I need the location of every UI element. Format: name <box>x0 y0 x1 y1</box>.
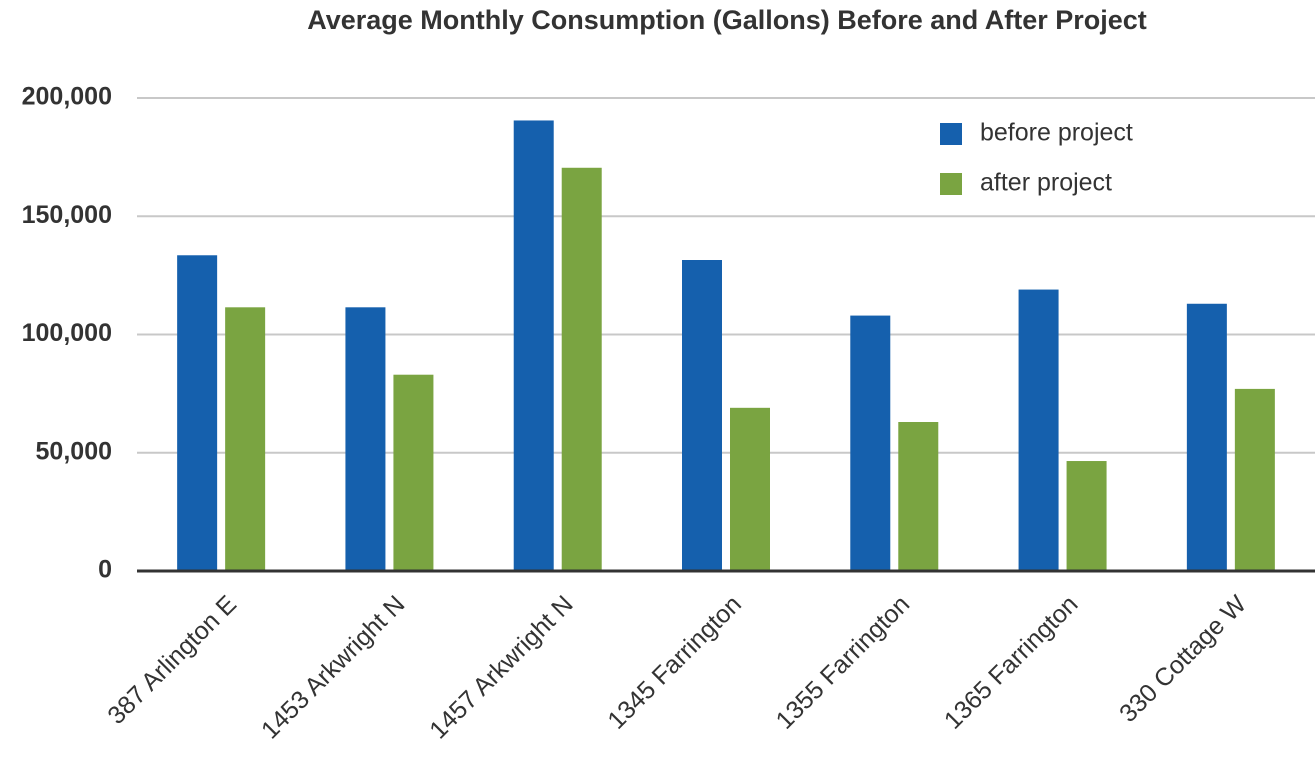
bar <box>1018 289 1059 571</box>
x-tick-label: 1355 Farrington <box>771 590 916 735</box>
legend-swatch <box>940 123 962 145</box>
bar <box>225 307 266 571</box>
bar <box>1066 461 1107 571</box>
bar <box>850 315 891 571</box>
bar <box>393 374 434 571</box>
x-tick-label: 387 Arlington E <box>102 590 242 730</box>
legend-label: before project <box>980 119 1133 147</box>
y-tick-label: 200,000 <box>22 83 112 111</box>
bar <box>730 407 770 571</box>
y-tick-label: 0 <box>98 556 112 584</box>
legend-swatch <box>940 173 962 195</box>
x-tick-label: 1457 Arkwright N <box>424 590 578 744</box>
y-tick-label: 100,000 <box>22 319 112 347</box>
x-tick-label: 330 Cottage W <box>1114 590 1252 728</box>
bar <box>513 120 554 571</box>
bar <box>1186 303 1227 571</box>
bar <box>345 307 386 571</box>
y-tick-label: 50,000 <box>36 437 112 465</box>
bar <box>561 167 602 571</box>
bar <box>898 422 939 571</box>
bar <box>177 255 218 571</box>
x-tick-label: 1345 Farrington <box>602 590 747 735</box>
legend-label: after project <box>980 169 1112 197</box>
chart-title: Average Monthly Consumption (Gallons) Be… <box>307 5 1147 35</box>
y-tick-label: 150,000 <box>22 201 112 229</box>
x-tick-label: 1365 Farrington <box>939 590 1084 735</box>
x-tick-label: 1453 Arkwright N <box>256 590 410 744</box>
bar <box>682 260 722 571</box>
bar <box>1234 388 1275 571</box>
